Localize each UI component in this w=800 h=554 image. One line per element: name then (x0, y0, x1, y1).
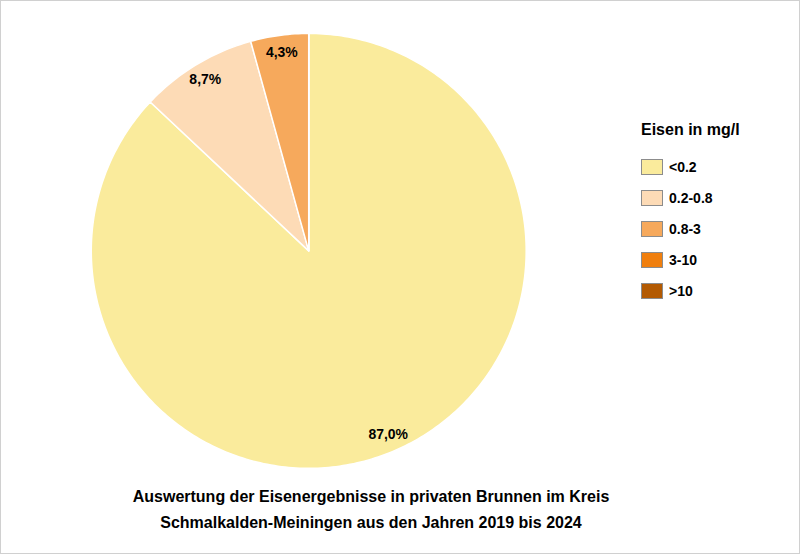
html-text:0.8-3: 0.8-3 (669, 220, 701, 237)
html-text:Auswertung der Eisenergebnisse: Auswertung der Eisenergebnisse in privat… (132, 488, 610, 531)
svg-text:8,7%: 8,7% (189, 71, 221, 87)
html-text:0.2-0.8: 0.2-0.8 (669, 189, 713, 206)
svg-text:87,0%: 87,0% (368, 426, 408, 442)
html-text:>10: >10 (669, 282, 693, 299)
html-text:<0.2: <0.2 (669, 158, 697, 175)
html-text:Eisen in mg/l: Eisen in mg/l (641, 121, 740, 138)
html-text:3-10: 3-10 (669, 251, 697, 268)
svg-text:4,3%: 4,3% (266, 44, 298, 60)
